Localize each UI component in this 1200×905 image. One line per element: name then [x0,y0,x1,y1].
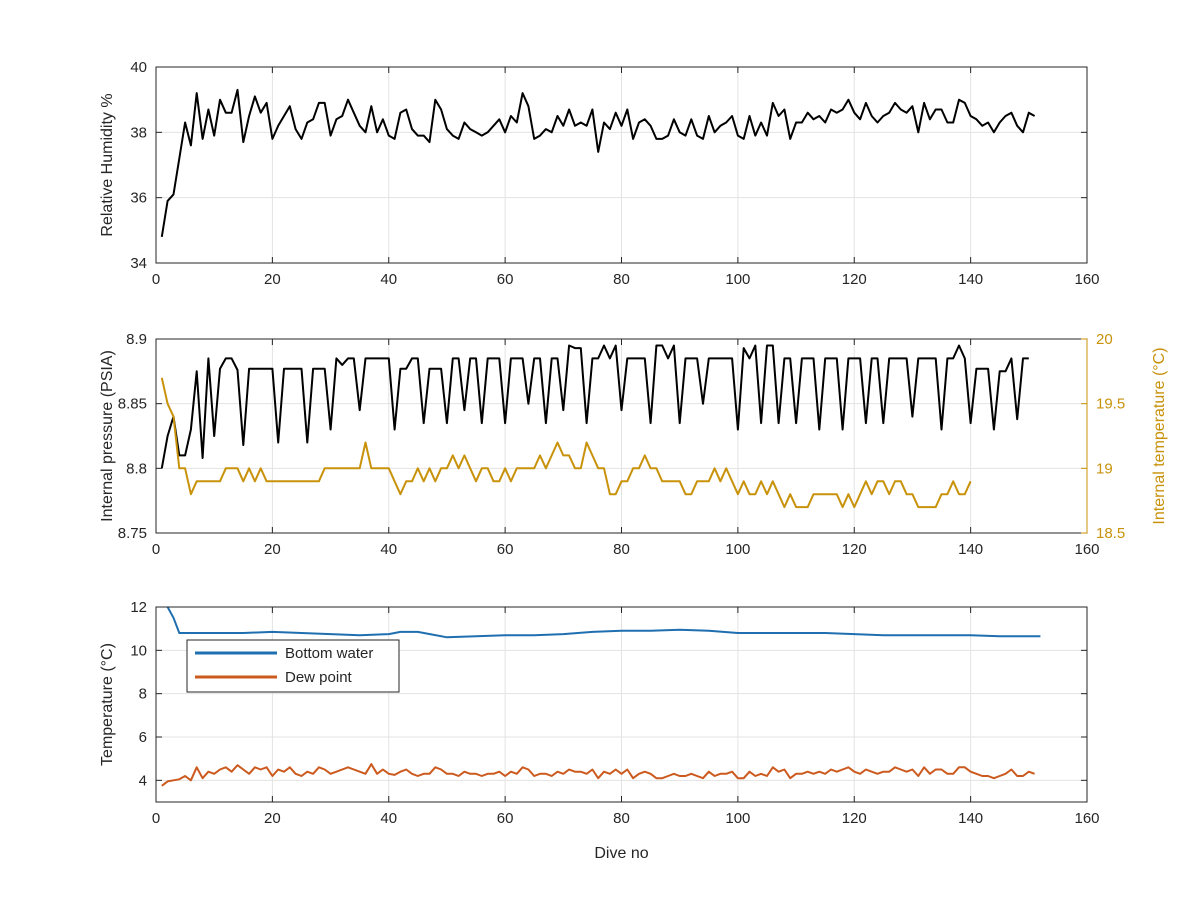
panel-3-x-tick-label: 0 [152,810,160,827]
panel-2-x-tick-label: 140 [958,541,983,558]
panel-2-series-2-line [160,377,972,509]
panel-3-y-tick-label: 10 [130,642,147,659]
panel-3-x-tick-label: 60 [497,810,514,827]
panel-3-x-tick-label: 160 [1074,810,1099,827]
panel-1-x-tick-label: 120 [842,271,867,288]
panel-2-y-right-tick-label: 20 [1096,331,1113,348]
panel-2-y-tick-label: 8.85 [118,396,147,413]
panel-2-y-axis-label: Internal pressure (PSIA) [99,350,116,522]
panel-1-y-tick-label: 40 [130,59,147,76]
panel-1-x-tick-label: 0 [152,271,160,288]
panel-2-y-right-axis-label: Internal temperature (°C) [1151,347,1168,524]
panel-3-legend-label: Bottom water [285,645,373,662]
panel-2-y-tick-label: 8.75 [118,525,147,542]
panel-2-y-right-tick-label: 18.5 [1096,525,1125,542]
panel-3-y-tick-label: 6 [139,729,147,746]
panel-3-y-tick-label: 8 [139,686,147,703]
panel-2-x-tick-label: 120 [842,541,867,558]
panel-2-x-tick-label: 80 [613,541,630,558]
panel-3-legend-box [186,639,400,693]
panel-3-x-tick-label: 120 [842,810,867,827]
panel-3-y-tick-label: 12 [130,599,147,616]
panel-1-x-tick-label: 60 [497,271,514,288]
panel-1-x-tick-label: 100 [725,271,750,288]
panel-2-x-tick-label: 20 [264,541,281,558]
panel-1-y-axis-label: Relative Humidity % [99,93,116,236]
panel-2-y-right-tick-label: 19 [1096,460,1113,477]
panel-2-x-tick-label: 160 [1074,541,1099,558]
panel-1-y-tick-label: 34 [130,255,147,272]
panel-2-y-right-tick-label: 19.5 [1096,396,1125,413]
panel-3-y-tick-label: 4 [139,772,147,789]
panel-3-x-tick-label: 140 [958,810,983,827]
panel-2-y-tick-label: 8.8 [126,460,147,477]
panel-3-series-bottom-water-line [166,606,1041,639]
panel-1-y-tick-label: 38 [130,124,147,141]
panel-2-x-tick-label: 40 [380,541,397,558]
panel-2-y-tick-label: 8.9 [126,331,147,348]
panel-2-x-tick-label: 0 [152,541,160,558]
panel-3-x-tick-label: 40 [380,810,397,827]
panel-1-series-1-line [160,88,1036,238]
panel-3-x-axis-label: Dive no [594,845,648,862]
panel-1-x-tick-label: 40 [380,271,397,288]
panel-1-x-tick-label: 80 [613,271,630,288]
panel-2-x-tick-label: 100 [725,541,750,558]
panel-3-legend-label: Dew point [285,669,353,686]
panel-1-y-tick-label: 36 [130,190,147,207]
panel-3-x-tick-label: 100 [725,810,750,827]
panel-3-y-axis-label: Temperature (°C) [99,643,116,766]
panel-2-series-1-line [160,344,1029,469]
panel-1-x-tick-label: 140 [958,271,983,288]
panel-3-series-dew-point-line [161,763,1035,787]
panel-1-x-tick-label: 160 [1074,271,1099,288]
panel-3-x-tick-label: 20 [264,810,281,827]
panel-1-x-tick-label: 20 [264,271,281,288]
panel-3-x-tick-label: 80 [613,810,630,827]
panel-2-x-tick-label: 60 [497,541,514,558]
